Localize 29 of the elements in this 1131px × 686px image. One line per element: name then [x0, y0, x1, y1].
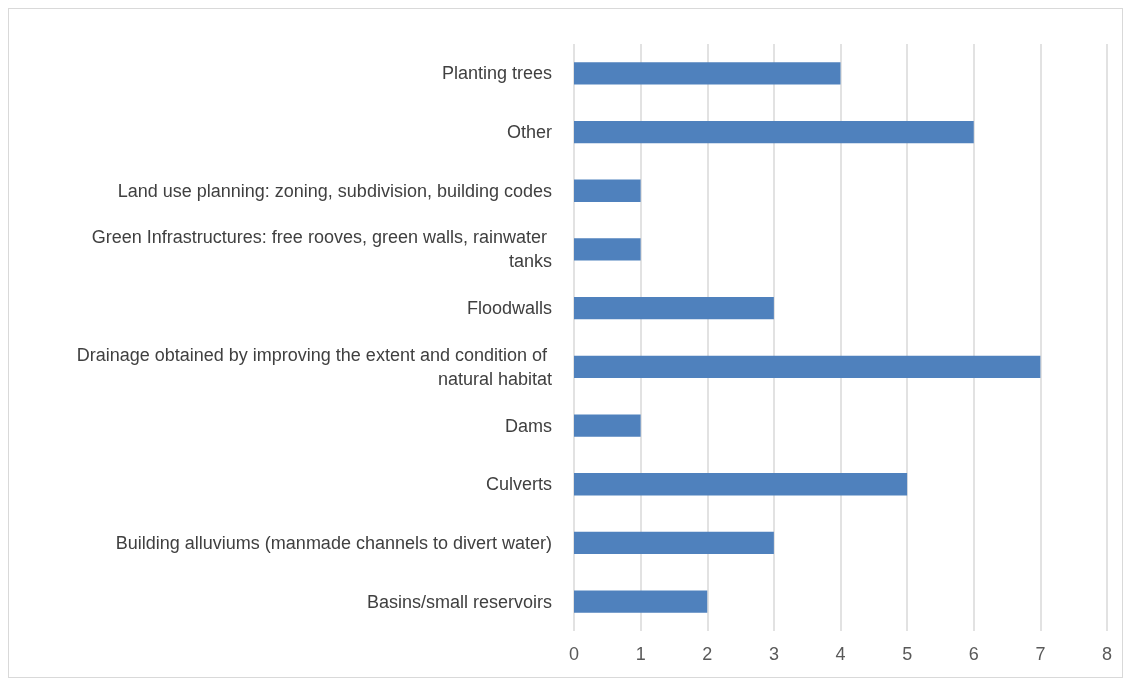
x-tick-label: 0	[568, 644, 580, 664]
y-tick-label: Planting trees	[441, 63, 552, 84]
y-tick-label: Floodwalls	[466, 298, 552, 319]
bar	[574, 531, 774, 555]
y-tick-label: Drainage obtained by improving the extent and condition of natural habitat	[76, 344, 552, 389]
y-tick-label: Dams	[504, 415, 552, 436]
y-tick-label: Land use planning: zoning, subdivision, building codes	[117, 180, 552, 201]
bar	[574, 414, 641, 437]
y-tick-label: Basins/small reservoirs	[366, 591, 552, 612]
bar	[574, 238, 641, 261]
bar	[574, 297, 774, 320]
y-tick-label: Other	[506, 122, 552, 143]
y-tick-label: Culverts	[485, 474, 552, 495]
x-tick-label: 7	[1035, 644, 1046, 664]
bar	[574, 120, 974, 144]
x-tick-label: 6	[968, 644, 979, 664]
bar	[574, 62, 841, 85]
y-tick-label: Green Infrastructures: free rooves, green walls, rainwater tanks	[91, 227, 552, 272]
x-tick-label: 4	[835, 644, 846, 664]
bar	[574, 590, 708, 613]
x-tick-label: 1	[635, 644, 646, 664]
x-tick-label: 2	[702, 644, 713, 664]
bar	[574, 473, 908, 496]
bar	[574, 355, 1041, 378]
x-tick-label: 5	[902, 644, 913, 664]
x-tick-label: 3	[768, 644, 779, 664]
bar	[574, 179, 641, 202]
x-tick-label: 8	[1101, 644, 1113, 664]
y-tick-label: Building alluviums (manmade channels to divert water)	[115, 532, 552, 553]
